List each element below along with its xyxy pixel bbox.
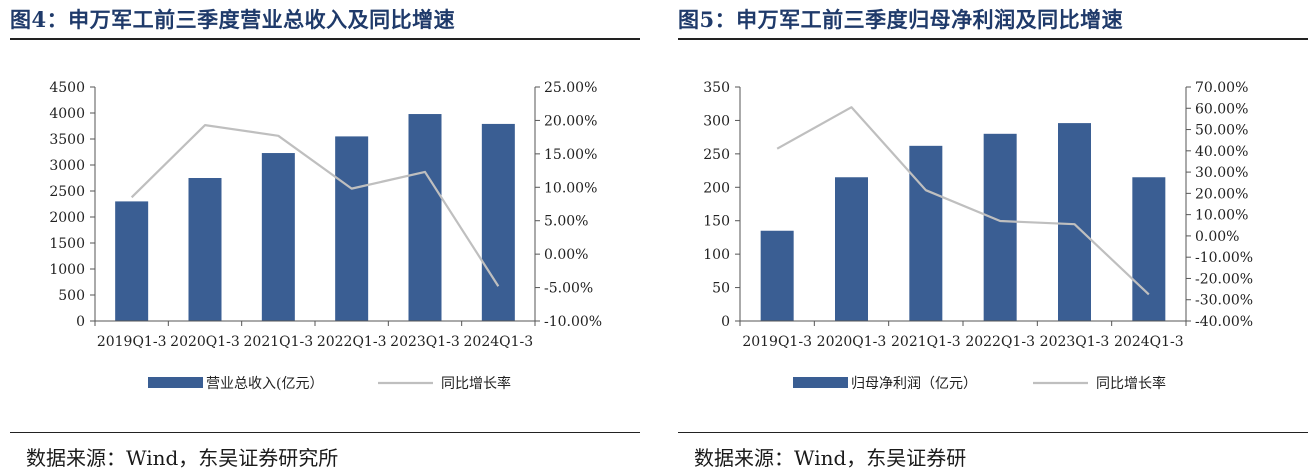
figure-5-top-rule — [678, 38, 1308, 40]
left-tick-label: 0 — [721, 314, 730, 330]
right-tick-label: 40.00% — [1195, 144, 1248, 160]
right-tick-label: -10.00% — [544, 314, 602, 330]
figure-4-source: 数据来源：Wind，东吴证券研究所 — [26, 446, 339, 470]
x-tick-label: 2023Q1-3 — [1040, 334, 1110, 350]
left-tick-label: 0 — [76, 314, 85, 330]
left-tick-label: 1000 — [49, 262, 85, 278]
left-tick-label: 350 — [703, 80, 730, 96]
x-tick-label: 2022Q1-3 — [965, 334, 1035, 350]
right-tick-label: 0.00% — [544, 247, 588, 263]
x-tick-label: 2021Q1-3 — [244, 334, 314, 350]
right-tick-label: 60.00% — [1195, 101, 1248, 117]
x-tick-label: 2024Q1-3 — [464, 334, 534, 350]
figure-5-chart: 0 50 100 150 200 250 300 350 -40.00% -30.00% -20.0… — [703, 80, 1253, 392]
right-tick-label: -5.00% — [544, 281, 593, 297]
bar-2021Q1-3 — [909, 145, 943, 321]
legend-bar-label: 营业总收入(亿元） — [206, 376, 323, 392]
bar-2021Q1-3 — [261, 153, 295, 321]
left-tick-label: 4500 — [49, 80, 85, 96]
growth-rate-line — [130, 124, 500, 287]
left-tick-label: 250 — [703, 147, 730, 163]
left-tick-label: 2000 — [49, 210, 85, 226]
bar-2024Q1-3 — [481, 123, 515, 321]
left-tick-label: 4000 — [49, 106, 85, 122]
x-tick-label: 2019Q1-3 — [742, 334, 812, 350]
figure-4-chart: 0 500 1000 1500 2000 2500 3000 3500 4000 4500 -10.… — [49, 80, 602, 392]
right-tick-label: 50.00% — [1195, 123, 1248, 139]
right-tick-label: 25.00% — [544, 80, 597, 96]
legend-line-label: 同比增长率 — [441, 375, 511, 392]
figure-5-title: 图5：申万军工前三季度归母净利润及同比增速 — [678, 7, 1124, 32]
right-tick-label: -30.00% — [1195, 293, 1253, 309]
source-fade-overlay — [968, 438, 1308, 472]
right-tick-label: -20.00% — [1195, 271, 1253, 287]
bar-2019Q1-3 — [115, 201, 149, 321]
bar-2022Q1-3 — [335, 136, 369, 321]
right-tick-label: 0.00% — [1195, 229, 1239, 245]
figure-4-top-rule — [10, 38, 640, 40]
left-tick-label: 1500 — [49, 236, 85, 252]
left-tick-label: 150 — [703, 214, 730, 230]
legend-bar-swatch — [793, 377, 848, 388]
right-tick-label: 30.00% — [1195, 165, 1248, 181]
x-tick-label: 2020Q1-3 — [170, 334, 240, 350]
bar-2020Q1-3 — [188, 178, 222, 321]
left-tick-label: 2500 — [49, 184, 85, 200]
left-tick-label: 3000 — [49, 158, 85, 174]
figure-4-title: 图4：申万军工前三季度营业总收入及同比增速 — [10, 7, 456, 32]
x-tick-label: 2022Q1-3 — [317, 334, 387, 350]
left-tick-label: 50 — [712, 281, 730, 297]
legend-bar-swatch — [148, 377, 203, 388]
x-tick-label: 2023Q1-3 — [390, 334, 460, 350]
right-tick-label: -40.00% — [1195, 314, 1253, 330]
right-tick-label: -10.00% — [1195, 250, 1253, 266]
figure-4-panel: 图4：申万军工前三季度营业总收入及同比增速 0 500 1000 1500 2000 25… — [0, 0, 640, 475]
right-tick-label: 15.00% — [544, 147, 597, 163]
left-tick-label: 500 — [58, 288, 85, 304]
left-tick-label: 100 — [703, 247, 730, 263]
x-tick-label: 2024Q1-3 — [1114, 334, 1184, 350]
right-tick-label: 70.00% — [1195, 80, 1248, 96]
figure-5-source: 数据来源：Wind，东吴证券研 — [694, 446, 967, 470]
right-tick-label: 5.00% — [544, 214, 588, 230]
legend-line-label: 同比增长率 — [1096, 375, 1166, 392]
figure-4-bottom-rule — [10, 432, 640, 433]
x-tick-label: 2020Q1-3 — [817, 334, 887, 350]
figure-5-panel: 图5：申万军工前三季度归母净利润及同比增速 0 50 100 150 200 250 300… — [668, 0, 1308, 475]
x-tick-label: 2019Q1-3 — [97, 334, 167, 350]
bar-2024Q1-3 — [1132, 177, 1166, 321]
right-tick-label: 20.00% — [544, 113, 597, 129]
right-tick-label: 10.00% — [544, 180, 597, 196]
growth-rate-line — [776, 106, 1150, 296]
left-tick-label: 300 — [703, 113, 730, 129]
right-tick-label: 10.00% — [1195, 208, 1248, 224]
bar-2023Q1-3 — [408, 114, 442, 321]
left-tick-label: 200 — [703, 180, 730, 196]
bar-2020Q1-3 — [835, 177, 868, 321]
x-tick-label: 2021Q1-3 — [891, 334, 961, 350]
left-tick-label: 3500 — [49, 132, 85, 148]
legend-bar-label: 归母净利润（亿元） — [851, 375, 977, 392]
bar-2019Q1-3 — [760, 230, 794, 321]
bar-2023Q1-3 — [1058, 123, 1091, 321]
right-tick-label: 20.00% — [1195, 186, 1248, 202]
figure-5-bottom-rule — [678, 432, 1308, 433]
bar-2022Q1-3 — [983, 133, 1017, 321]
